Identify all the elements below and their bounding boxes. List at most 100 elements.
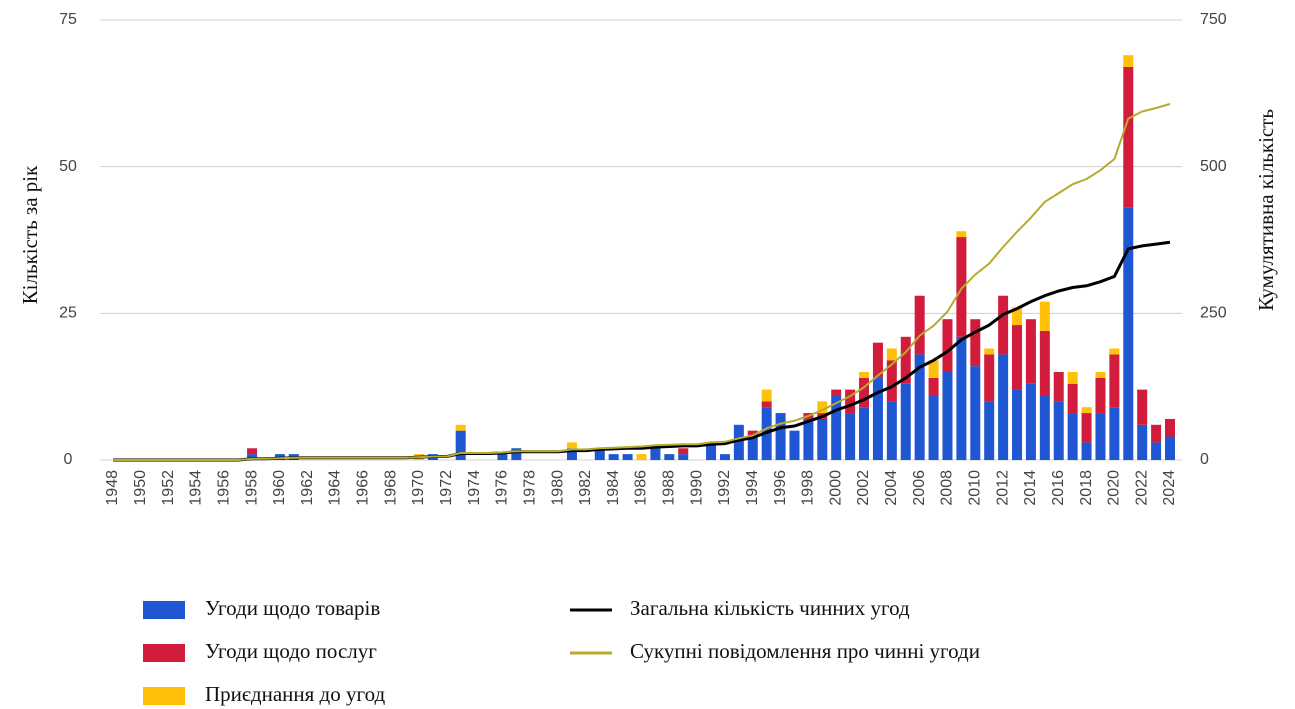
x-tick-label: 1992 [716, 470, 733, 506]
bar [956, 237, 967, 337]
bar [511, 448, 522, 460]
bar [1151, 424, 1162, 443]
x-tick-label: 1986 [633, 470, 650, 506]
x-tick-label: 2022 [1133, 470, 1150, 506]
bar [970, 366, 981, 460]
x-tick-label: 1960 [271, 470, 288, 506]
x-tick-label: 1956 [215, 470, 232, 506]
x-tick-label: 1978 [521, 470, 538, 506]
bar [817, 418, 828, 460]
bar [984, 348, 995, 355]
bar [984, 354, 995, 402]
x-tick-label: 2006 [911, 470, 928, 506]
x-tick-label: 2024 [1161, 470, 1178, 506]
bar [247, 448, 258, 455]
bar [886, 401, 897, 460]
bar [650, 448, 661, 460]
bar [859, 372, 870, 378]
legend-swatch [143, 644, 185, 662]
line [113, 102, 1171, 461]
x-tick-label: 2000 [827, 470, 844, 506]
bar [1012, 389, 1023, 460]
bar [1025, 383, 1036, 460]
bar [1053, 372, 1064, 402]
x-tick-label: 1958 [243, 470, 260, 506]
x-tick-label: 1952 [160, 470, 177, 506]
bar [928, 395, 939, 460]
legend-label: Загальна кількість чинних угод [630, 596, 910, 620]
y2-tick-label: 0 [1200, 451, 1209, 468]
bar [886, 360, 897, 402]
bar [1123, 55, 1134, 67]
bar [775, 413, 786, 460]
bar [1109, 348, 1120, 355]
bar [900, 336, 911, 384]
x-tick-label: 2018 [1078, 470, 1095, 506]
bar [845, 413, 856, 460]
bar [1095, 413, 1106, 460]
x-tick-label: 2012 [994, 470, 1011, 506]
x-tick-label: 1990 [688, 470, 705, 506]
bar [1081, 407, 1092, 414]
bar [942, 319, 953, 372]
bar [1067, 372, 1078, 384]
bar [872, 377, 883, 460]
x-tick-label: 1974 [466, 470, 483, 506]
x-tick-label: 1988 [661, 470, 678, 506]
bar [1081, 413, 1092, 443]
bar [594, 448, 605, 460]
y-tick-label: 0 [64, 451, 73, 468]
bar [886, 348, 897, 361]
bar [1137, 424, 1148, 460]
bar [1095, 377, 1106, 414]
x-tick-label: 1976 [494, 470, 511, 506]
x-tick-label: 1970 [410, 470, 427, 506]
x-tick-label: 2016 [1050, 470, 1067, 506]
bar [956, 231, 967, 238]
x-tick-label: 1996 [772, 470, 789, 506]
bar [900, 383, 911, 460]
legend-swatch [143, 601, 185, 619]
bar [497, 454, 508, 460]
bar [1039, 330, 1050, 396]
bar [1012, 307, 1023, 326]
x-tick-label: 1962 [299, 470, 316, 506]
bar [1109, 354, 1120, 408]
legend-label: Угоди щодо товарів [205, 596, 380, 620]
bar [636, 454, 647, 460]
bar [970, 319, 981, 367]
x-tick-label: 1950 [132, 470, 149, 506]
y2-tick-label: 750 [1200, 11, 1227, 28]
bar [928, 377, 939, 396]
x-tick-label: 1980 [549, 470, 566, 506]
bar [1109, 407, 1120, 460]
y-axis-title: Кількість за рік [18, 165, 42, 304]
y-tick-label: 50 [59, 158, 77, 175]
x-tick-label: 1964 [327, 470, 344, 506]
bar [928, 360, 939, 378]
x-tick-label: 1984 [605, 470, 622, 506]
bar [706, 442, 717, 460]
y-tick-label: 25 [59, 305, 77, 322]
bar [1081, 442, 1092, 460]
bar [566, 442, 577, 449]
bar [859, 377, 870, 408]
bar [998, 295, 1009, 355]
bar [1053, 401, 1064, 460]
bar [761, 389, 772, 402]
bar [845, 389, 856, 414]
bar [998, 354, 1009, 460]
bar [984, 401, 995, 460]
x-tick-label: 2004 [883, 470, 900, 506]
bar [817, 401, 828, 414]
x-tick-label: 1966 [355, 470, 372, 506]
bar [1165, 436, 1175, 460]
y2-tick-label: 500 [1200, 158, 1227, 175]
bar [455, 424, 466, 431]
y2-tick-label: 250 [1200, 305, 1227, 322]
bar [831, 389, 842, 396]
bar [719, 454, 730, 460]
x-tick-label: 2008 [939, 470, 956, 506]
bar [859, 407, 870, 460]
